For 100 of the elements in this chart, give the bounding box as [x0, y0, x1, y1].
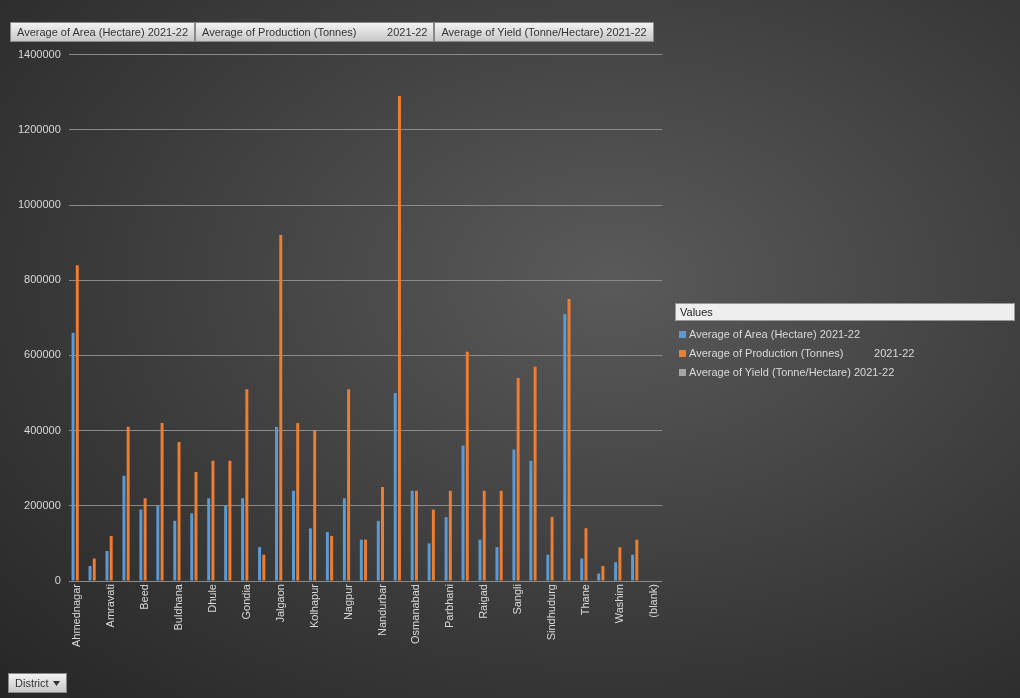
x-tick-label: Washim: [612, 584, 625, 624]
y-tick-label: 1400000: [18, 47, 61, 60]
bar: [173, 520, 177, 581]
legend-title: Values: [675, 303, 1015, 321]
y-tick-label: 1000000: [18, 198, 61, 211]
bar: [313, 430, 317, 581]
bar: [448, 490, 452, 581]
bar: [241, 498, 245, 581]
bar: [258, 547, 262, 581]
bar: [512, 449, 516, 581]
bar: [635, 539, 639, 581]
legend-label: Average of Area (Hectare) 2021-22: [689, 328, 861, 340]
bar: [465, 351, 469, 581]
legend-label: Average of Production (Tonnes) 2021-22: [689, 347, 915, 359]
bar: [414, 490, 418, 581]
x-tick-label: Jalgaon: [273, 584, 286, 623]
bar: [499, 490, 503, 581]
bar: [376, 520, 380, 581]
bar: [461, 445, 465, 581]
bar: [279, 235, 283, 581]
text: Average of Area (Hectare) 2021-22: [10, 22, 196, 42]
bar: [143, 498, 147, 581]
x-tick-label: Raigad: [477, 584, 490, 619]
bar: [567, 299, 571, 581]
x-tick-label: Dhule: [205, 584, 218, 613]
bar: [431, 509, 435, 581]
x-tick-label: Beed: [138, 584, 151, 610]
bar: [597, 573, 601, 581]
bar: [330, 535, 334, 581]
y-tick-label: 800000: [24, 273, 61, 286]
bar: [292, 490, 295, 581]
bar: [631, 554, 635, 581]
x-tick-label: Ahmednagar: [70, 583, 83, 648]
bar: [359, 539, 363, 581]
bar: [109, 535, 113, 581]
x-tick-label: Thane: [579, 584, 592, 616]
bar: [546, 554, 550, 581]
x-tick-label: Sindhudurg: [545, 584, 558, 641]
bar: [444, 517, 448, 581]
bar: [88, 565, 92, 581]
y-tick-label: 400000: [24, 423, 61, 436]
bar: [533, 366, 537, 581]
text: Average of Yield (Tonne/Hectare) 2021-22: [434, 22, 654, 42]
bar: [342, 498, 346, 581]
bar: [495, 547, 499, 581]
x-tick-label: Buldhana: [172, 583, 185, 631]
bar: [410, 490, 414, 581]
bar: [296, 423, 300, 581]
bar: [482, 490, 486, 581]
bar: [584, 528, 588, 581]
bar: [381, 487, 384, 581]
bar: [245, 389, 249, 581]
bar: [122, 475, 126, 581]
x-tick-label: Sangli: [511, 584, 524, 615]
bar: [397, 95, 401, 581]
x-tick-label: Gondia: [239, 583, 252, 620]
x-axis-title: District: [15, 677, 49, 689]
bar: [364, 539, 368, 581]
bar: [427, 543, 431, 581]
bar: [347, 389, 351, 581]
bar: [550, 517, 554, 581]
bar: [228, 460, 232, 581]
bar: [393, 393, 397, 581]
y-tick-label: 200000: [24, 498, 61, 511]
legend-label: Average of Yield (Tonne/Hectare) 2021-22: [689, 366, 895, 378]
x-tick-label: Kolhapur: [307, 583, 320, 629]
bar: [160, 423, 164, 581]
x-tick-label: Amravati: [104, 584, 117, 628]
bar: [190, 513, 194, 581]
x-tick-label: Nagpur: [341, 583, 354, 621]
bar: [618, 547, 622, 581]
bar: [529, 460, 533, 581]
bar: [325, 532, 329, 581]
bar: [308, 528, 312, 581]
bar: [177, 441, 181, 581]
x-tick-label: Parbhani: [443, 584, 456, 629]
bar: [614, 562, 618, 581]
y-tick-label: 0: [54, 574, 61, 587]
y-tick-label: 1200000: [18, 122, 61, 135]
bar: [71, 332, 75, 581]
x-tick-label: Osmanabad: [409, 584, 422, 644]
bar: [207, 498, 211, 581]
bar: [126, 426, 130, 581]
bar: [580, 558, 584, 581]
text: Average of Production (Tonnes) 2021-22: [195, 22, 435, 42]
bar: [224, 505, 228, 581]
bar: [139, 509, 143, 581]
bar: [275, 426, 279, 581]
bar: [601, 565, 605, 581]
bar: [92, 558, 96, 581]
bar: [75, 265, 79, 581]
bar: [211, 460, 215, 581]
y-tick-label: 600000: [24, 348, 61, 361]
bar: [516, 377, 520, 581]
bar: [262, 554, 266, 581]
x-tick-label: Nandurbar: [375, 583, 388, 636]
x-tick-label: (blank): [646, 584, 659, 618]
bar: [156, 505, 160, 581]
bar: [105, 550, 109, 581]
bar: [563, 314, 567, 581]
